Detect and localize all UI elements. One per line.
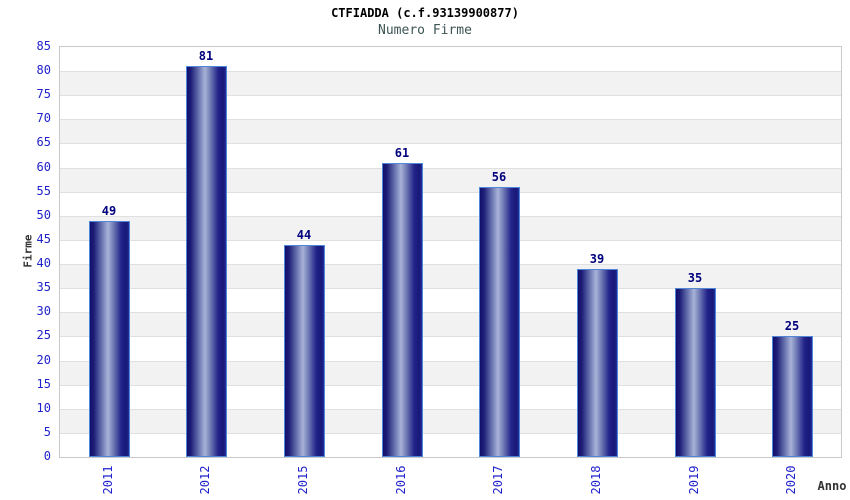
- y-tick-label: 15: [36, 377, 51, 391]
- y-tick-label: 55: [36, 184, 51, 198]
- y-tick-label: 25: [36, 328, 51, 342]
- bar-2019: [675, 288, 716, 457]
- bar-value-label: 61: [394, 146, 410, 160]
- y-axis-title: Firme: [21, 234, 35, 268]
- y-tick-label: 60: [36, 160, 51, 174]
- x-axis-title: Anno: [817, 479, 847, 493]
- y-tick-label: 40: [36, 256, 51, 270]
- bar-2015: [284, 245, 325, 457]
- y-tick-label: 80: [36, 63, 51, 77]
- x-axis-tick-labels: 2011 2012 2015 2016 2017 2018 2019 2020: [59, 456, 840, 500]
- bar-2016: [382, 163, 423, 457]
- y-tick-label: 50: [36, 208, 51, 222]
- x-tick-label: 2020: [784, 465, 798, 495]
- grid-band: [60, 409, 841, 433]
- bar-2020: [772, 336, 813, 457]
- y-tick-label: 70: [36, 111, 51, 125]
- bar-2012: [186, 66, 227, 457]
- grid-band: [60, 95, 841, 119]
- y-tick-label: 65: [36, 135, 51, 149]
- grid-band: [60, 240, 841, 264]
- bar-value-label: 56: [491, 170, 507, 184]
- grid-band: [60, 361, 841, 385]
- y-tick-label: 20: [36, 353, 51, 367]
- x-tick-label: 2016: [394, 465, 408, 495]
- x-tick-label: 2011: [101, 465, 115, 495]
- y-tick-label: 0: [43, 449, 51, 463]
- grid-band: [60, 288, 841, 312]
- x-tick-label: 2019: [687, 465, 701, 495]
- y-tick-label: 75: [36, 87, 51, 101]
- grid-band: [60, 385, 841, 409]
- bar-value-label: 81: [198, 49, 214, 63]
- bar-value-label: 49: [101, 204, 117, 218]
- x-tick-label: 2015: [296, 465, 310, 495]
- x-tick-label: 2012: [198, 465, 212, 495]
- chart-title: CTFIADDA (c.f.93139900877): [331, 6, 519, 20]
- y-tick-label: 45: [36, 232, 51, 246]
- y-axis-tick-labels: 0 5 10 15 20 25 30 35 40 45 50 55 60 65 70 75 80 85: [0, 39, 51, 463]
- grid-band: [60, 336, 841, 361]
- grid-band: [60, 216, 841, 240]
- bar-value-label: 39: [589, 252, 605, 266]
- grid-band: [60, 264, 841, 288]
- grid-band: [60, 71, 841, 95]
- bar-2018: [577, 269, 618, 457]
- y-tick-label: 35: [36, 280, 51, 294]
- y-tick-label: 5: [43, 425, 51, 439]
- bar-value-label: 25: [784, 319, 800, 333]
- chart-subtitle: Numero Firme: [378, 23, 472, 38]
- grid-band: [60, 119, 841, 143]
- bar-2011: [89, 221, 130, 457]
- bar-value-label: 35: [687, 271, 703, 285]
- x-tick-label: 2017: [491, 465, 505, 495]
- grid-band: [60, 47, 841, 71]
- plot-area: 49 81 44 61 56 39 35 25: [59, 46, 842, 458]
- y-tick-label: 85: [36, 39, 51, 53]
- bar-value-label: 44: [296, 228, 312, 242]
- grid-band: [60, 168, 841, 192]
- grid-band: [60, 312, 841, 336]
- y-tick-label: 30: [36, 304, 51, 318]
- x-tick-label: 2018: [589, 465, 603, 495]
- grid-band: [60, 192, 841, 216]
- bar-2017: [479, 187, 520, 457]
- y-tick-label: 10: [36, 401, 51, 415]
- grid-band: [60, 433, 841, 457]
- grid-band: [60, 143, 841, 168]
